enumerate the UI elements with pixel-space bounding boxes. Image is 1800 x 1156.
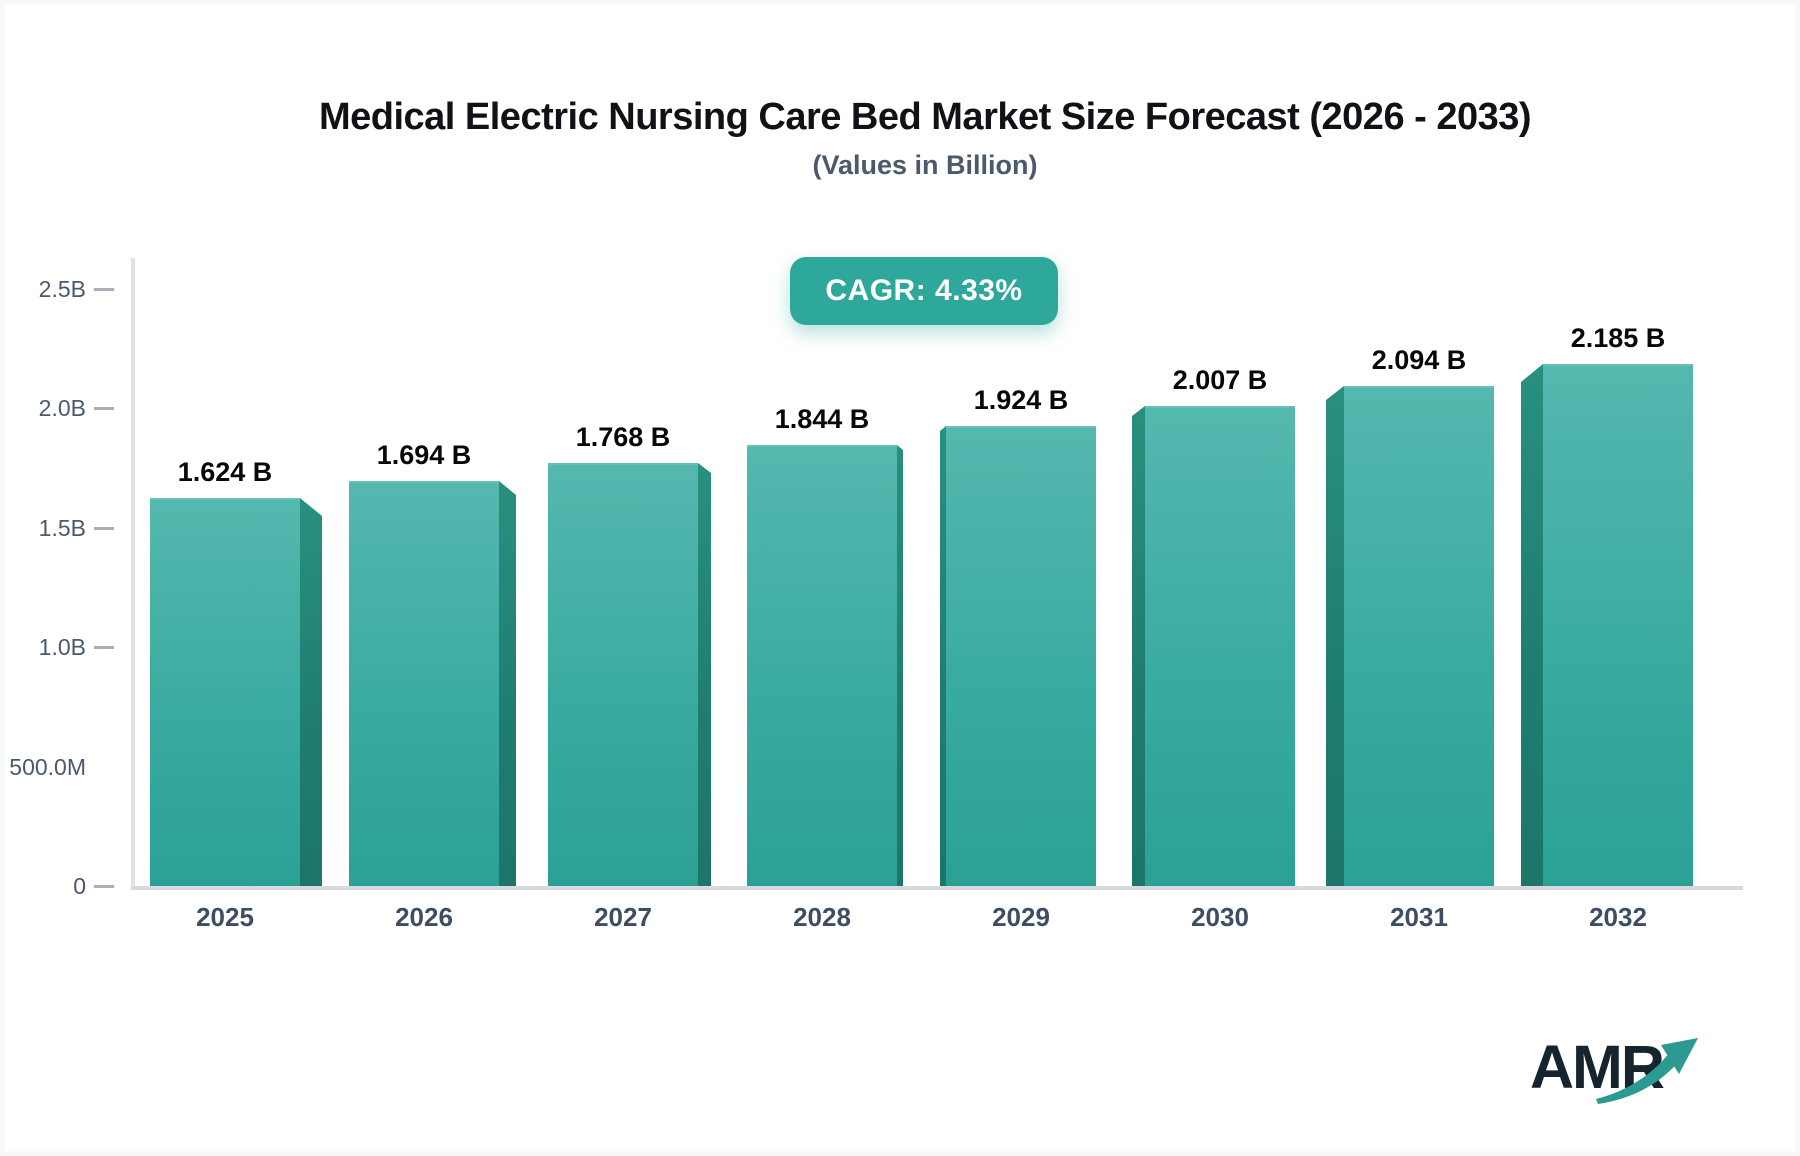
cagr-badge-label: CAGR: 4.33% bbox=[825, 274, 1023, 307]
y-axis-tick-dash bbox=[94, 527, 114, 530]
bar-side-2027 bbox=[698, 463, 711, 886]
bar-side-2029 bbox=[940, 426, 946, 886]
y-axis-tick-label: 2.0B bbox=[38, 395, 86, 421]
x-axis-label-2031: 2031 bbox=[1390, 902, 1448, 932]
trend-up-arrow-head bbox=[1661, 1038, 1698, 1074]
y-axis-tick-dash bbox=[94, 885, 114, 888]
bar-side-2030 bbox=[1132, 406, 1145, 886]
bar-value-label: 1.844 B bbox=[774, 404, 870, 434]
bar-value-label: 2.094 B bbox=[1371, 345, 1467, 375]
amr-logo-text: AMR bbox=[1530, 1033, 1664, 1101]
bar-value-label: 1.924 B bbox=[973, 385, 1069, 415]
bar-side-2028 bbox=[897, 445, 903, 886]
bar-value-label: 1.624 B bbox=[177, 457, 273, 487]
bar-side-2032 bbox=[1521, 364, 1543, 886]
y-axis-tick-label: 2.5B bbox=[38, 276, 86, 302]
y-axis-tick-label: 500.0M bbox=[9, 754, 86, 780]
y-axis-tick-label: 1.0B bbox=[38, 634, 86, 660]
x-axis-label-2027: 2027 bbox=[594, 902, 652, 932]
amr-logo: AMR bbox=[1530, 1033, 1698, 1104]
bar-2029 bbox=[946, 426, 1096, 886]
bar-2032 bbox=[1543, 364, 1693, 886]
y-axis-line bbox=[131, 258, 135, 890]
bar-2026 bbox=[349, 481, 499, 886]
bar-value-label: 2.185 B bbox=[1570, 323, 1666, 353]
trend-up-arrow-icon bbox=[1596, 1052, 1680, 1104]
y-axis-tick-label: 0 bbox=[73, 873, 86, 899]
x-axis-label-2029: 2029 bbox=[992, 902, 1050, 932]
bar-2028 bbox=[747, 445, 897, 886]
cagr-badge: CAGR: 4.33% bbox=[790, 257, 1058, 325]
y-axis-tick-dash bbox=[94, 646, 114, 649]
bar-side-2031 bbox=[1326, 386, 1344, 886]
bar-2027 bbox=[548, 463, 698, 886]
y-axis-tick-dash bbox=[94, 288, 114, 291]
bar-value-label: 2.007 B bbox=[1172, 365, 1268, 395]
x-axis-line bbox=[131, 886, 1743, 890]
x-axis-label-2028: 2028 bbox=[793, 902, 851, 932]
chart-title: Medical Electric Nursing Care Bed Market… bbox=[318, 96, 1532, 138]
bar-value-label: 1.768 B bbox=[575, 422, 671, 452]
bar-side-2025 bbox=[300, 498, 322, 886]
bar-2031 bbox=[1344, 386, 1494, 886]
x-axis-label-2030: 2030 bbox=[1191, 902, 1249, 932]
x-axis-label-2026: 2026 bbox=[395, 902, 453, 932]
bar-2030 bbox=[1145, 406, 1295, 886]
bar-side-2026 bbox=[499, 481, 516, 886]
y-axis-tick-label: 1.5B bbox=[38, 515, 86, 541]
x-axis-label-2025: 2025 bbox=[196, 902, 254, 932]
chart-subtitle: (Values in Billion) bbox=[812, 150, 1038, 180]
bar-2025 bbox=[150, 498, 300, 886]
bar-value-label: 1.694 B bbox=[376, 440, 472, 470]
y-axis-tick-dash bbox=[94, 407, 114, 410]
x-axis-label-2032: 2032 bbox=[1589, 902, 1647, 932]
